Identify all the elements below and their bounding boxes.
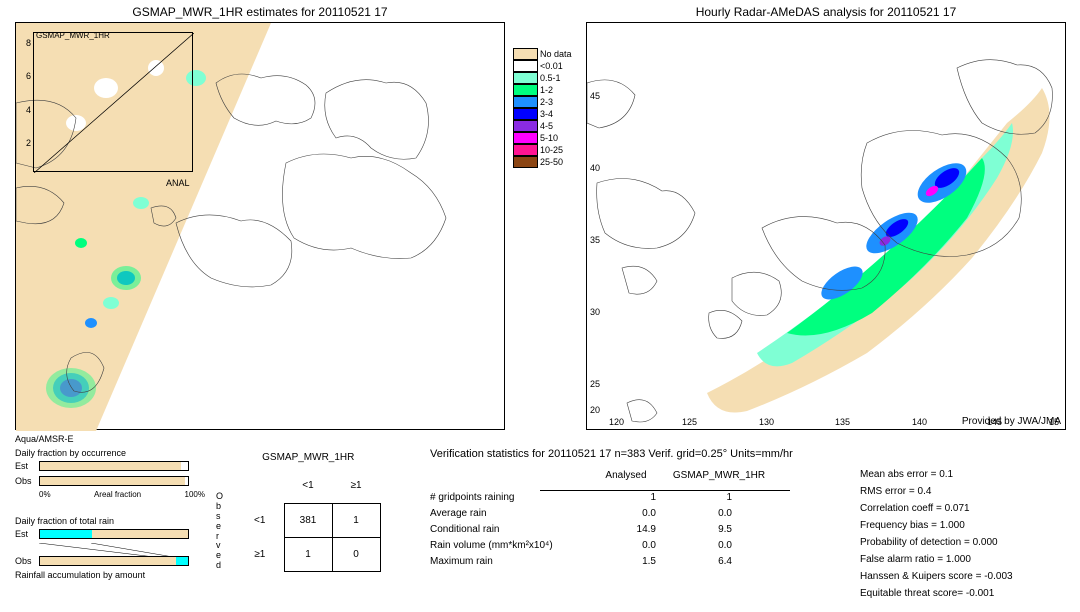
obs-label: Obs <box>15 476 39 486</box>
legend-item: No data <box>513 48 583 60</box>
est-label-2: Est <box>15 529 39 539</box>
stats-row: Maximum rain1.56.4 <box>430 554 840 570</box>
cont-cell-01: 1 <box>332 503 380 537</box>
cont-cell-10: 1 <box>284 537 332 571</box>
metric-item: Probability of detection = 0.000 <box>860 534 1013 551</box>
est-label: Est <box>15 461 39 471</box>
stats-title: Verification statistics for 20110521 17 … <box>430 448 840 460</box>
cont-col-0: <1 <box>284 469 332 503</box>
legend-item: 2-3 <box>513 96 583 108</box>
metric-item: Mean abs error = 0.1 <box>860 466 1013 483</box>
stats-row: Conditional rain14.99.5 <box>430 522 840 538</box>
pct-0: 0% <box>39 490 51 499</box>
obs-label-2: Obs <box>15 556 39 566</box>
observed-label: Observed <box>216 492 223 571</box>
right-map: 120 125 130 135 140 145 15 20 45 40 35 3… <box>586 22 1066 430</box>
cont-cell-11: 0 <box>332 537 380 571</box>
legend-item: 3-4 <box>513 108 583 120</box>
left-footer: Aqua/AMSR-E <box>15 434 74 444</box>
metric-item: Frequency bias = 1.000 <box>860 517 1013 534</box>
legend-item: 0.5-1 <box>513 72 583 84</box>
color-legend: No data<0.010.5-11-22-33-44-55-1010-2525… <box>513 48 583 168</box>
anal-label: ANAL <box>166 178 190 188</box>
legend-item: 10-25 <box>513 144 583 156</box>
cont-row-0: <1 <box>236 503 284 537</box>
stats-table: Verification statistics for 20110521 17 … <box>430 448 840 570</box>
total-rain-title: Daily fraction of total rain <box>15 516 205 526</box>
cont-row-1: ≥1 <box>236 537 284 571</box>
left-map: GSMAP_MWR_1HR 8 6 4 2 ANAL <box>15 22 505 430</box>
stats-row: # gridpoints raining11 <box>430 490 840 506</box>
cont-cell-00: 381 <box>284 503 332 537</box>
bars-occurrence: Daily fraction by occurrence Est Obs 0% … <box>15 448 205 499</box>
stats-col-gsmap: GSMAP_MWR_1HR <box>672 468 782 484</box>
stats-col-analysed: Analysed <box>596 468 672 484</box>
areal-fraction: Areal fraction <box>51 490 185 499</box>
left-map-title: GSMAP_MWR_1HR estimates for 20110521 17 <box>15 5 505 19</box>
legend-item: 1-2 <box>513 84 583 96</box>
pct-100: 100% <box>185 490 205 499</box>
inset-box: GSMAP_MWR_1HR 8 6 4 2 <box>33 32 193 172</box>
cont-title: GSMAP_MWR_1HR <box>236 452 381 463</box>
contingency-table: GSMAP_MWR_1HR <1 ≥1 <1 381 1 ≥1 1 0 <box>236 452 381 572</box>
metric-item: False alarm ratio = 1.000 <box>860 551 1013 568</box>
metric-item: RMS error = 0.4 <box>860 483 1013 500</box>
legend-item: <0.01 <box>513 60 583 72</box>
legend-item: 4-5 <box>513 120 583 132</box>
cont-col-1: ≥1 <box>332 469 380 503</box>
metric-item: Correlation coeff = 0.071 <box>860 500 1013 517</box>
stats-row: Average rain0.00.0 <box>430 506 840 522</box>
provided-label: Provided by JWA/JMA <box>962 416 1061 427</box>
metric-item: Equitable threat score= -0.001 <box>860 585 1013 602</box>
occurrence-title: Daily fraction by occurrence <box>15 448 205 458</box>
bars-total-rain: Daily fraction of total rain Est Obs Rai… <box>15 516 205 582</box>
metric-item: Hanssen & Kuipers score = -0.003 <box>860 568 1013 585</box>
right-map-title: Hourly Radar-AMeDAS analysis for 2011052… <box>586 5 1066 19</box>
legend-item: 25-50 <box>513 156 583 168</box>
stats-row: Rain volume (mm*km²x10⁴)0.00.0 <box>430 538 840 554</box>
metrics-list: Mean abs error = 0.1RMS error = 0.4Corre… <box>860 466 1013 602</box>
rainfall-accum-title: Rainfall accumulation by amount <box>15 570 205 580</box>
legend-item: 5-10 <box>513 132 583 144</box>
